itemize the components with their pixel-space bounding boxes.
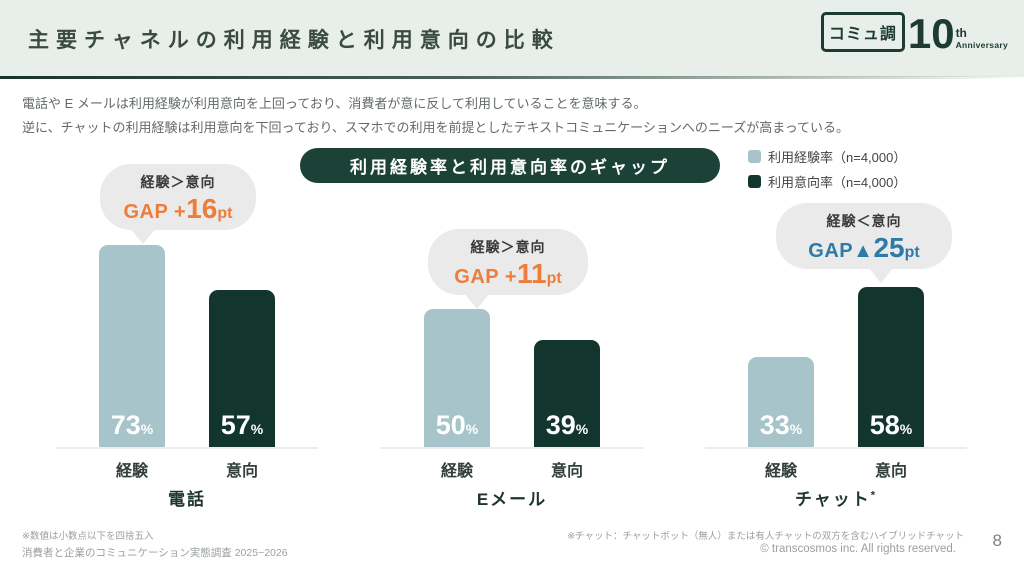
chart-group-1: 50% 39% 経験 意向 Eメール — [381, 160, 643, 512]
footnote-chat: ※チャット：チャットボット（無人）または有人チャットの双方を含むハイブリッドチャ… — [567, 531, 964, 542]
axis-labels: 経験 意向 — [711, 457, 961, 481]
gap-relation: 経験＞意向 — [140, 174, 216, 190]
axis-baseline — [56, 447, 318, 449]
axis-baseline — [705, 447, 967, 449]
logo-th: th — [955, 26, 967, 40]
logo-mark: コミュ調 — [820, 12, 905, 52]
bar-value-label: 57% — [220, 410, 264, 440]
category-label-1: Eメール — [476, 490, 548, 509]
legend-swatch-icon — [748, 175, 761, 188]
legend-item-1: 利用意向率（n=4,000） — [748, 172, 906, 191]
legend-label: 利用経験率（n=4,000） — [768, 150, 907, 165]
footnote-survey: 消費者と企業のコミュニケーション実態調査 2025−2026 — [22, 547, 288, 559]
bubble-tail-icon — [130, 228, 156, 244]
intro-line-1: 電話や E メールは利用経験が利用意向を上回っており、消費者が意に反して利用して… — [22, 96, 647, 111]
legend-item-0: 利用経験率（n=4,000） — [748, 147, 906, 166]
bar-pair: 33% 58% — [711, 287, 961, 449]
header: 主要チャネルの利用経験と利用意向の比較 コミュ調 10 th Anniversa… — [0, 0, 1024, 77]
axis-label-intention: 意向 — [874, 463, 907, 480]
bar-experience-0: 73% — [99, 245, 165, 449]
gap-bubble-0: 経験＞意向 GAP +16pt — [100, 164, 256, 244]
bubble-tail-icon — [464, 293, 490, 309]
gap-relation: 経験＞意向 — [470, 239, 546, 255]
gap-value: GAP +11pt — [454, 258, 562, 289]
copyright: © transcosmos inc. All rights reserved. — [760, 543, 956, 555]
legend: 利用経験率（n=4,000） 利用意向率（n=4,000） — [748, 147, 906, 191]
bar-experience-1: 50% — [424, 309, 490, 449]
axis-label-intention: 意向 — [225, 463, 258, 480]
gap-bubble-1: 経験＞意向 GAP +11pt — [428, 229, 588, 309]
footnote-rounding: ※数値は小数点以下を四捨五入 — [22, 531, 154, 542]
gap-value: GAP▲25pt — [808, 232, 920, 263]
axis-baseline — [381, 447, 643, 449]
category-label-2: チャット* — [794, 489, 878, 509]
gap-value: GAP +16pt — [123, 193, 233, 224]
intro-line-2: 逆に、チャットの利用経験は利用意向を下回っており、スマホでの利用を前提としたテキ… — [22, 120, 850, 135]
page-title: 主要チャネルの利用経験と利用意向の比較 — [28, 29, 560, 52]
header-divider — [0, 76, 1024, 79]
chart-group-2: 33% 58% 経験 意向チャット* — [705, 160, 967, 512]
legend-swatch-icon — [748, 150, 761, 163]
bar-value-label: 50% — [435, 410, 479, 440]
axis-label-experience: 経験 — [115, 463, 148, 480]
axis-label-experience: 経験 — [440, 463, 473, 480]
bar-experience-2: 33% — [748, 357, 814, 449]
bar-intention-2: 58% — [858, 287, 924, 449]
axis-label-experience: 経験 — [764, 463, 797, 480]
axis-label-intention: 意向 — [550, 463, 583, 480]
axis-labels: 経験 意向 — [387, 457, 637, 481]
bar-pair: 50% 39% — [387, 309, 637, 449]
logo-10-icon: 10 — [907, 10, 955, 58]
logo: コミュ調 10 th Anniversary — [820, 10, 1008, 58]
bar-value-label: 58% — [869, 410, 913, 440]
page-number: 8 — [992, 531, 1002, 550]
bar-value-label: 33% — [759, 410, 803, 440]
axis-labels: 経験 意向 — [62, 457, 312, 481]
intro-text: 電話や E メールは利用経験が利用意向を上回っており、消費者が意に反して利用して… — [22, 92, 849, 140]
bubble-tail-icon — [868, 267, 894, 283]
bar-intention-0: 57% — [209, 290, 275, 449]
bar-pair: 73% 57% — [62, 245, 312, 449]
gap-relation: 経験＜意向 — [826, 213, 902, 229]
logo-anniversary: Anniversary — [955, 40, 1008, 50]
bar-value-label: 73% — [110, 410, 154, 440]
legend-label: 利用意向率（n=4,000） — [768, 175, 907, 190]
gap-bubble-2: 経験＜意向 GAP▲25pt — [776, 203, 952, 283]
chart-title-pill: 利用経験率と利用意向率のギャップ — [300, 148, 720, 183]
category-label-0: 電話 — [168, 490, 206, 509]
logo-suffix: th Anniversary — [956, 26, 1008, 52]
chart-group-0: 73% 57% 経験 意向電話 — [56, 160, 318, 512]
bar-value-label: 39% — [545, 410, 589, 440]
bar-intention-1: 39% — [534, 340, 600, 449]
